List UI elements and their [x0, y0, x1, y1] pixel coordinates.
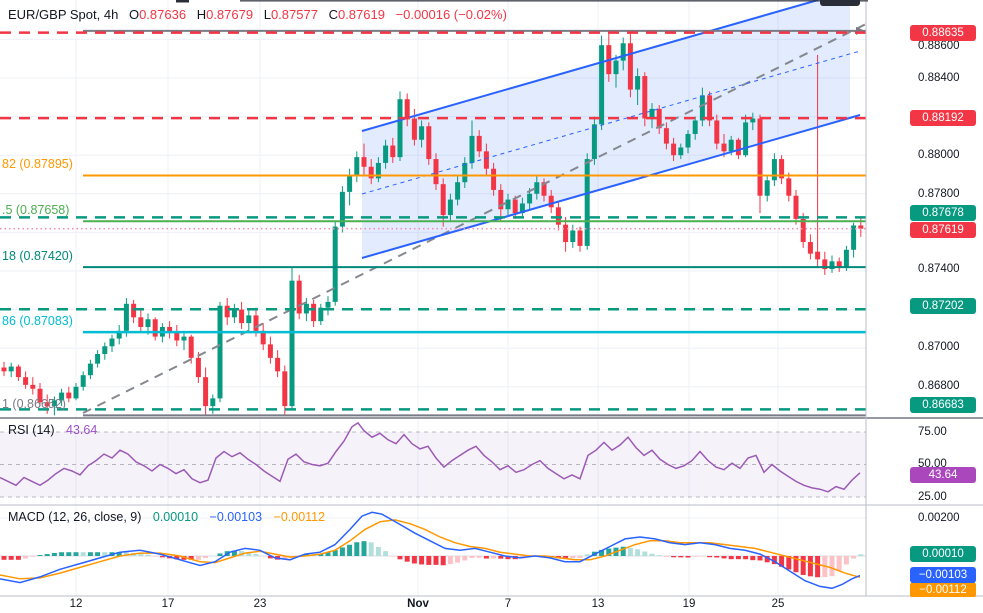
level-label: 82 (0.87895) — [2, 157, 73, 172]
price-tick-label: 0.00200 — [918, 512, 960, 524]
price-badge: 0.00010 — [910, 546, 976, 562]
open-label: O — [128, 7, 140, 22]
high-label: H — [196, 7, 207, 22]
price-tick-label: 0.87000 — [918, 341, 960, 353]
time-tick-label: Nov — [407, 598, 429, 610]
change-value: −0.00016 (−0.02%) — [395, 7, 507, 22]
price-badge: 0.87619 — [910, 222, 976, 238]
price-tick-label: 0.88400 — [918, 72, 960, 84]
price-axis[interactable]: 0.88600 0.88400 0.88000 0.87800 0.87400 0.870… — [866, 0, 983, 613]
price-badge: 43.64 — [910, 467, 976, 483]
ohlc-legend[interactable]: EUR/GBP Spot, 4h O0.87636 H0.87679 L0.87… — [8, 7, 507, 22]
time-tick-label: 12 — [69, 598, 83, 610]
time-tick-label: 17 — [161, 598, 175, 610]
level-label: 86 (0.87083) — [2, 314, 73, 329]
rsi-label: RSI (14) — [8, 423, 55, 437]
close-label: C — [328, 7, 338, 22]
price-badge: 0.88635 — [910, 25, 976, 41]
open-value: 0.87636 — [139, 7, 187, 22]
price-badge: 0.88192 — [910, 110, 976, 126]
time-tick-label: 25 — [771, 598, 785, 610]
price-tick-label: 0.88600 — [918, 40, 960, 52]
time-tick-label: 19 — [682, 598, 696, 610]
macd-hist-value: 0.00010 — [152, 510, 199, 524]
price-badge: 0.87678 — [910, 205, 976, 221]
rsi-legend[interactable]: RSI (14) 43.64 — [8, 423, 97, 437]
price-tick-label: 75.00 — [918, 426, 947, 438]
macd-line-value: −0.00103 — [209, 510, 263, 524]
low-value: 0.87577 — [270, 7, 318, 22]
price-tick-label: 0.87800 — [918, 188, 960, 200]
price-badge: 0.87202 — [910, 298, 976, 314]
level-label: 18 (0.87420) — [2, 249, 73, 264]
time-tick-label: 13 — [591, 598, 605, 610]
time-tick-label: 7 — [504, 598, 512, 610]
time-axis[interactable]: 12 17 23 Nov 7 13 19 25 — [0, 597, 983, 613]
level-label: .5 (0.87658) — [2, 203, 70, 218]
macd-legend[interactable]: MACD (12, 26, close, 9) 0.00010 −0.00103… — [8, 510, 325, 524]
price-badge: −0.00103 — [910, 567, 976, 583]
close-value: 0.87619 — [337, 7, 385, 22]
price-tick-label: 0.86800 — [918, 380, 960, 392]
high-value: 0.87679 — [206, 7, 254, 22]
rsi-value: 43.64 — [66, 423, 98, 437]
low-label: L — [263, 7, 271, 22]
level-label: 1 (0.86652) — [2, 397, 66, 412]
price-badge: −0.00112 — [910, 582, 976, 598]
price-badge: 0.86683 — [910, 397, 976, 413]
price-tick-label: 25.00 — [918, 491, 947, 503]
macd-label: MACD (12, 26, close, 9) — [8, 510, 142, 524]
symbol-title: EUR/GBP Spot, 4h — [8, 7, 119, 22]
price-tick-label: 0.87400 — [918, 263, 960, 275]
time-tick-label: 23 — [253, 598, 267, 610]
price-tick-label: 0.88000 — [918, 149, 960, 161]
macd-signal-value: −0.00112 — [273, 510, 326, 524]
